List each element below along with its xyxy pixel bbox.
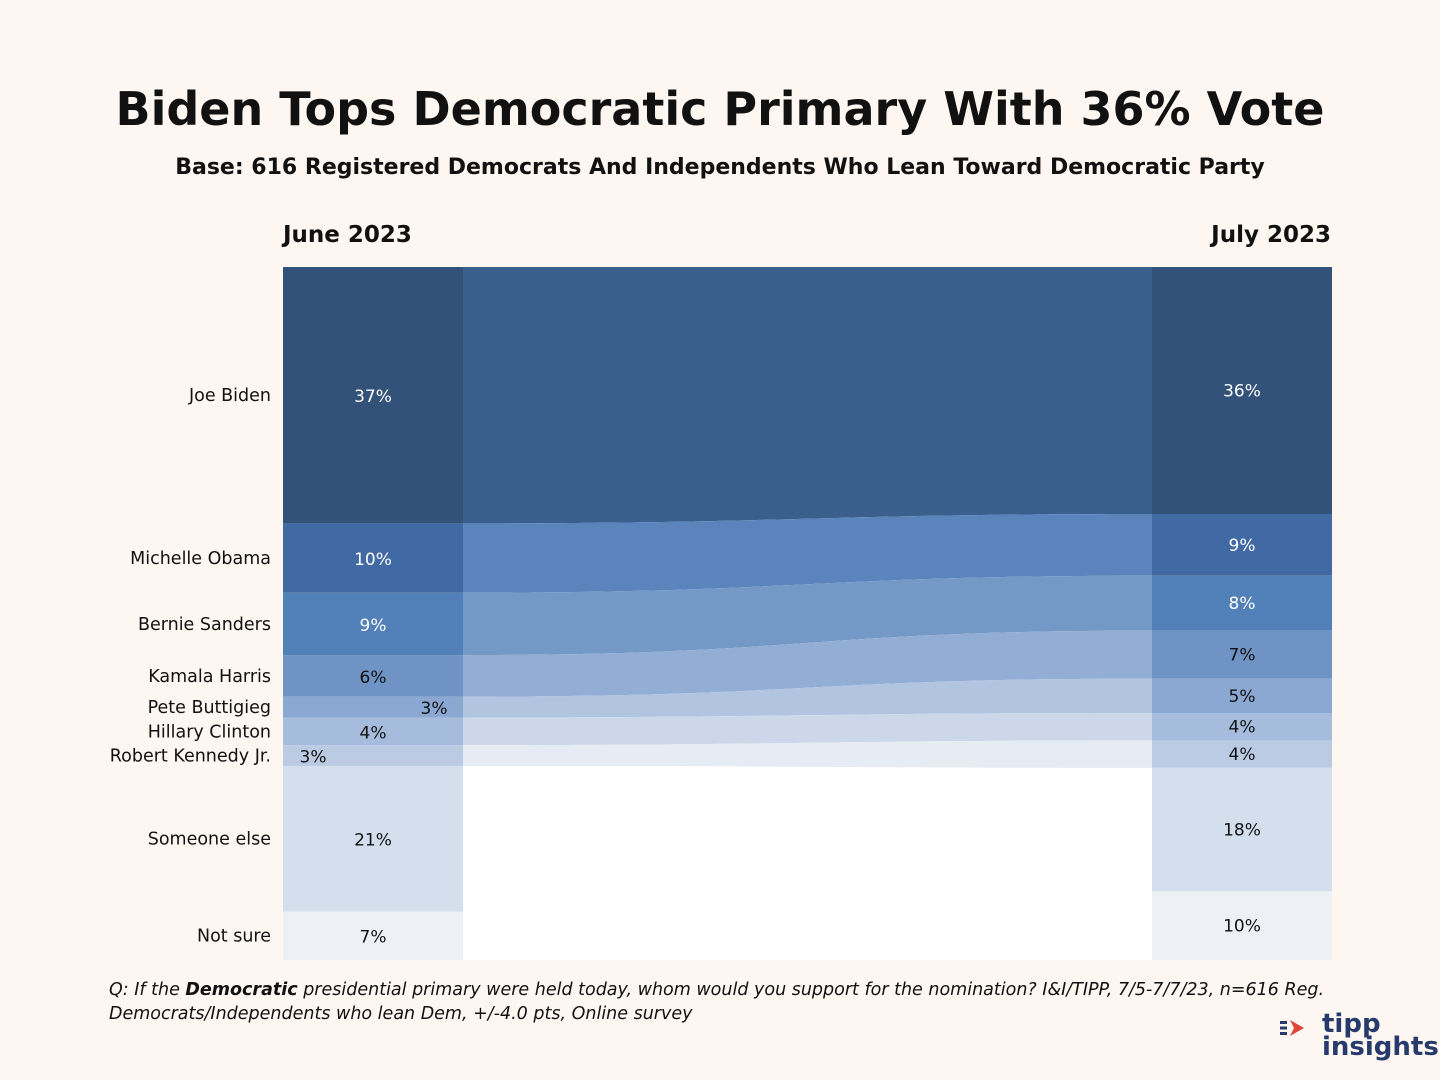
bar-june-not-sure <box>283 911 463 960</box>
period-header-june: June 2023 <box>283 222 412 248</box>
category-label-bernie-sanders: Bernie Sanders <box>138 615 271 635</box>
value-label-june-robert-kennedy-jr: 3% <box>300 748 327 768</box>
flow-bernie-sanders <box>463 575 1152 656</box>
value-label-july-pete-buttigieg: 5% <box>1229 687 1256 707</box>
bar-july-robert-kennedy-jr <box>1152 740 1332 768</box>
value-label-june-someone-else: 21% <box>354 831 392 851</box>
value-label-july-joe-biden: 36% <box>1223 382 1261 402</box>
flow-robert-kennedy-jr <box>463 740 1152 768</box>
bar-july-kamala-harris <box>1152 630 1332 679</box>
category-label-robert-kennedy-jr: Robert Kennedy Jr. <box>110 747 271 767</box>
tipp-insights-logo: tipp insights <box>1280 1009 1439 1064</box>
tipp-logo-arrow-icon <box>1280 1020 1304 1036</box>
bar-june-michelle-obama <box>283 523 463 593</box>
bar-july-pete-buttigieg <box>1152 678 1332 713</box>
category-label-joe-biden: Joe Biden <box>188 386 271 406</box>
flow-layer <box>463 267 1152 960</box>
flow-pete-buttigieg <box>463 678 1152 718</box>
bar-july-hillary-clinton <box>1152 712 1332 741</box>
value-label-june-joe-biden: 37% <box>354 387 392 407</box>
chart-title: Biden Tops Democratic Primary With 36% V… <box>115 82 1325 136</box>
july-bar-stack <box>1152 267 1332 960</box>
bar-july-michelle-obama <box>1152 514 1332 576</box>
bar-june-kamala-harris <box>283 655 463 697</box>
bar-july-bernie-sanders <box>1152 575 1332 631</box>
flow-michelle-obama <box>463 514 1152 593</box>
category-label-not-sure: Not sure <box>197 927 271 947</box>
bar-june-pete-buttigieg <box>283 696 463 718</box>
value-label-june-kamala-harris: 6% <box>360 668 387 688</box>
value-label-july-bernie-sanders: 8% <box>1229 594 1256 614</box>
value-label-june-hillary-clinton: 4% <box>360 723 387 743</box>
value-label-july-not-sure: 10% <box>1223 917 1261 937</box>
category-label-kamala-harris: Kamala Harris <box>148 667 271 687</box>
value-label-june-not-sure: 7% <box>360 928 387 948</box>
value-label-july-michelle-obama: 9% <box>1229 536 1256 556</box>
footnote: Q: If the Democratic presidential primar… <box>109 978 1339 1026</box>
bar-june-robert-kennedy-jr <box>283 745 463 766</box>
bar-june-joe-biden <box>283 267 463 524</box>
logo-text-insights: insights <box>1322 1032 1439 1062</box>
value-label-june-michelle-obama: 10% <box>354 550 392 570</box>
category-label-michelle-obama: Michelle Obama <box>130 549 271 569</box>
value-label-july-hillary-clinton: 4% <box>1229 718 1256 738</box>
footnote-text: presidential primary were held today, wh… <box>109 980 1325 1024</box>
flow-kamala-harris <box>463 630 1152 697</box>
bar-june-someone-else <box>283 765 463 912</box>
category-label-someone-else: Someone else <box>148 830 271 850</box>
value-label-july-robert-kennedy-jr: 4% <box>1229 745 1256 765</box>
logo-text-tipp: tipp <box>1322 1009 1381 1039</box>
category-label-hillary-clinton: Hillary Clinton <box>148 722 271 742</box>
value-label-june-pete-buttigieg: 3% <box>421 699 448 719</box>
june-bar-stack <box>283 267 463 960</box>
label-layer: Joe Biden 37% 36% Michelle Obama 10% 9% Bernie… <box>110 382 1261 948</box>
value-label-july-someone-else: 18% <box>1223 821 1261 841</box>
footnote-prefix: Q: If the <box>109 980 186 1000</box>
bar-june-hillary-clinton <box>283 717 463 746</box>
value-label-july-kamala-harris: 7% <box>1229 646 1256 666</box>
flow-hillary-clinton <box>463 712 1152 746</box>
bar-july-joe-biden <box>1152 267 1332 515</box>
category-label-pete-buttigieg: Pete Buttigieg <box>148 698 271 718</box>
bar-june-bernie-sanders <box>283 592 463 656</box>
bar-july-not-sure <box>1152 891 1332 960</box>
value-label-june-bernie-sanders: 9% <box>360 616 387 636</box>
bar-july-someone-else <box>1152 767 1332 892</box>
footnote-emphasis: Democratic <box>185 980 298 1000</box>
period-header-july: July 2023 <box>1211 222 1331 248</box>
chart-subtitle: Base: 616 Registered Democrats And Indep… <box>175 155 1265 180</box>
flow-joe-biden <box>463 267 1152 524</box>
